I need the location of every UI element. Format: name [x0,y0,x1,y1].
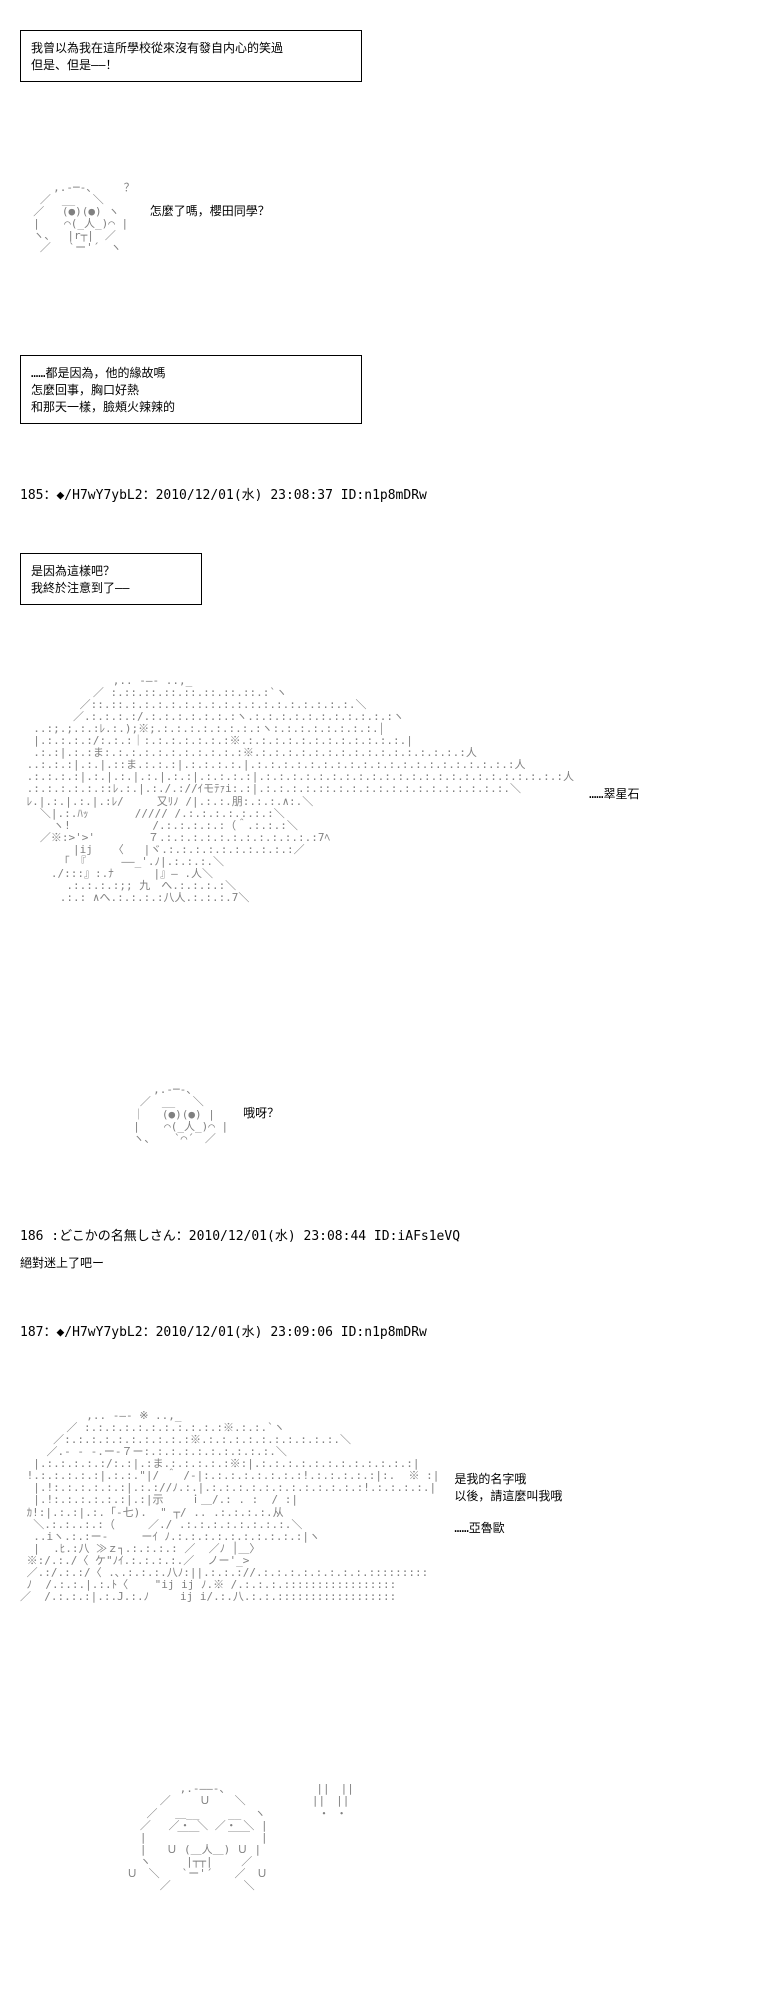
ascii-face-1: ,.-─-、 ？ ／ __ ＼ ／ (●)(●) ヽ | ⌒(_人_)⌒ | ヽ… [20,182,135,255]
text-line: 和那天一樣，臉頰火辣辣的 [31,398,351,415]
narration-box-3: 是因為這樣吧？ 我終於注意到了―― [20,553,202,605]
post-text-186: 絕對迷上了吧ー [20,1254,753,1271]
dialogue-row-2: ,.-─-、 ／ __ ＼ ｜ (●)(●) | | ⌒(_人_)⌒ | ヽ、 … [120,1084,753,1144]
ascii-figure-suiseiseki: ,.. -―- ..,_ ／ :.::.::.::.::.::.::.::.:`… [20,675,574,905]
ascii-face-shocked: ,.-――-、 || || ／ Ｕ ＼ || || ／ ＿__ __ ヽ ・ ・… [120,1783,354,1892]
text-line: 但是、但是――！ [31,56,351,73]
text-line: 怎麼回事，胸口好熱 [31,381,351,398]
text-line: 我曾以為我在這所學校從來沒有發自内心的笑過 [31,39,351,56]
label-line: ……亞魯歐 [454,1519,562,1536]
text-line: ……都是因為，他的緣故嗎 [31,364,351,381]
label-line: 以後，請這麼叫我哦 [454,1487,562,1504]
dialogue-label: 哦呀？ [243,1084,279,1121]
dialogue-row-3: ,.-――-、 || || ／ Ｕ ＼ || || ／ ＿__ __ ヽ ・ ・… [120,1783,753,1892]
text-line: 我終於注意到了―― [31,579,191,596]
figure-row-1: ,.. -―- ..,_ ／ :.::.::.::.::.::.::.::.:`… [20,675,753,905]
narration-box-2: ……都是因為，他的緣故嗎 怎麼回事，胸口好熱 和那天一樣，臉頰火辣辣的 [20,355,362,424]
dialogue-row-1: ,.-─-、 ？ ／ __ ＼ ／ (●)(●) ヽ | ⌒(_人_)⌒ | ヽ… [20,182,753,255]
figure-row-2: ,.. -―- ※ ..,_ ／ :.:.:.:.:.:.:.:.:.:.:※.… [20,1410,753,1604]
figure-labels: 是我的名字哦 以後，請這麼叫我哦 ……亞魯歐 [454,1410,562,1536]
post-meta-185: 185：◆/H7wY7ybL2：2010/12/01(水) 23:08:37 I… [20,484,753,503]
post-meta-187: 187：◆/H7wY7ybL2：2010/12/01(水) 23:09:06 I… [20,1321,753,1340]
label-line: 是我的名字哦 [454,1470,562,1487]
ascii-face-2: ,.-─-、 ／ __ ＼ ｜ (●)(●) | | ⌒(_人_)⌒ | ヽ、 … [120,1084,228,1144]
dialogue-label: 怎麼了嗎，櫻田同學？ [150,182,270,219]
figure-label: ……翠星石 [589,675,639,802]
text-line: 是因為這樣吧？ [31,562,191,579]
post-meta-186: 186 :どこかの名無しさん：2010/12/01(水) 23:08:44 ID… [20,1225,753,1244]
ascii-figure-2: ,.. -―- ※ ..,_ ／ :.:.:.:.:.:.:.:.:.:.:※.… [20,1410,439,1604]
narration-box-1: 我曾以為我在這所學校從來沒有發自内心的笑過 但是、但是――！ [20,30,362,82]
